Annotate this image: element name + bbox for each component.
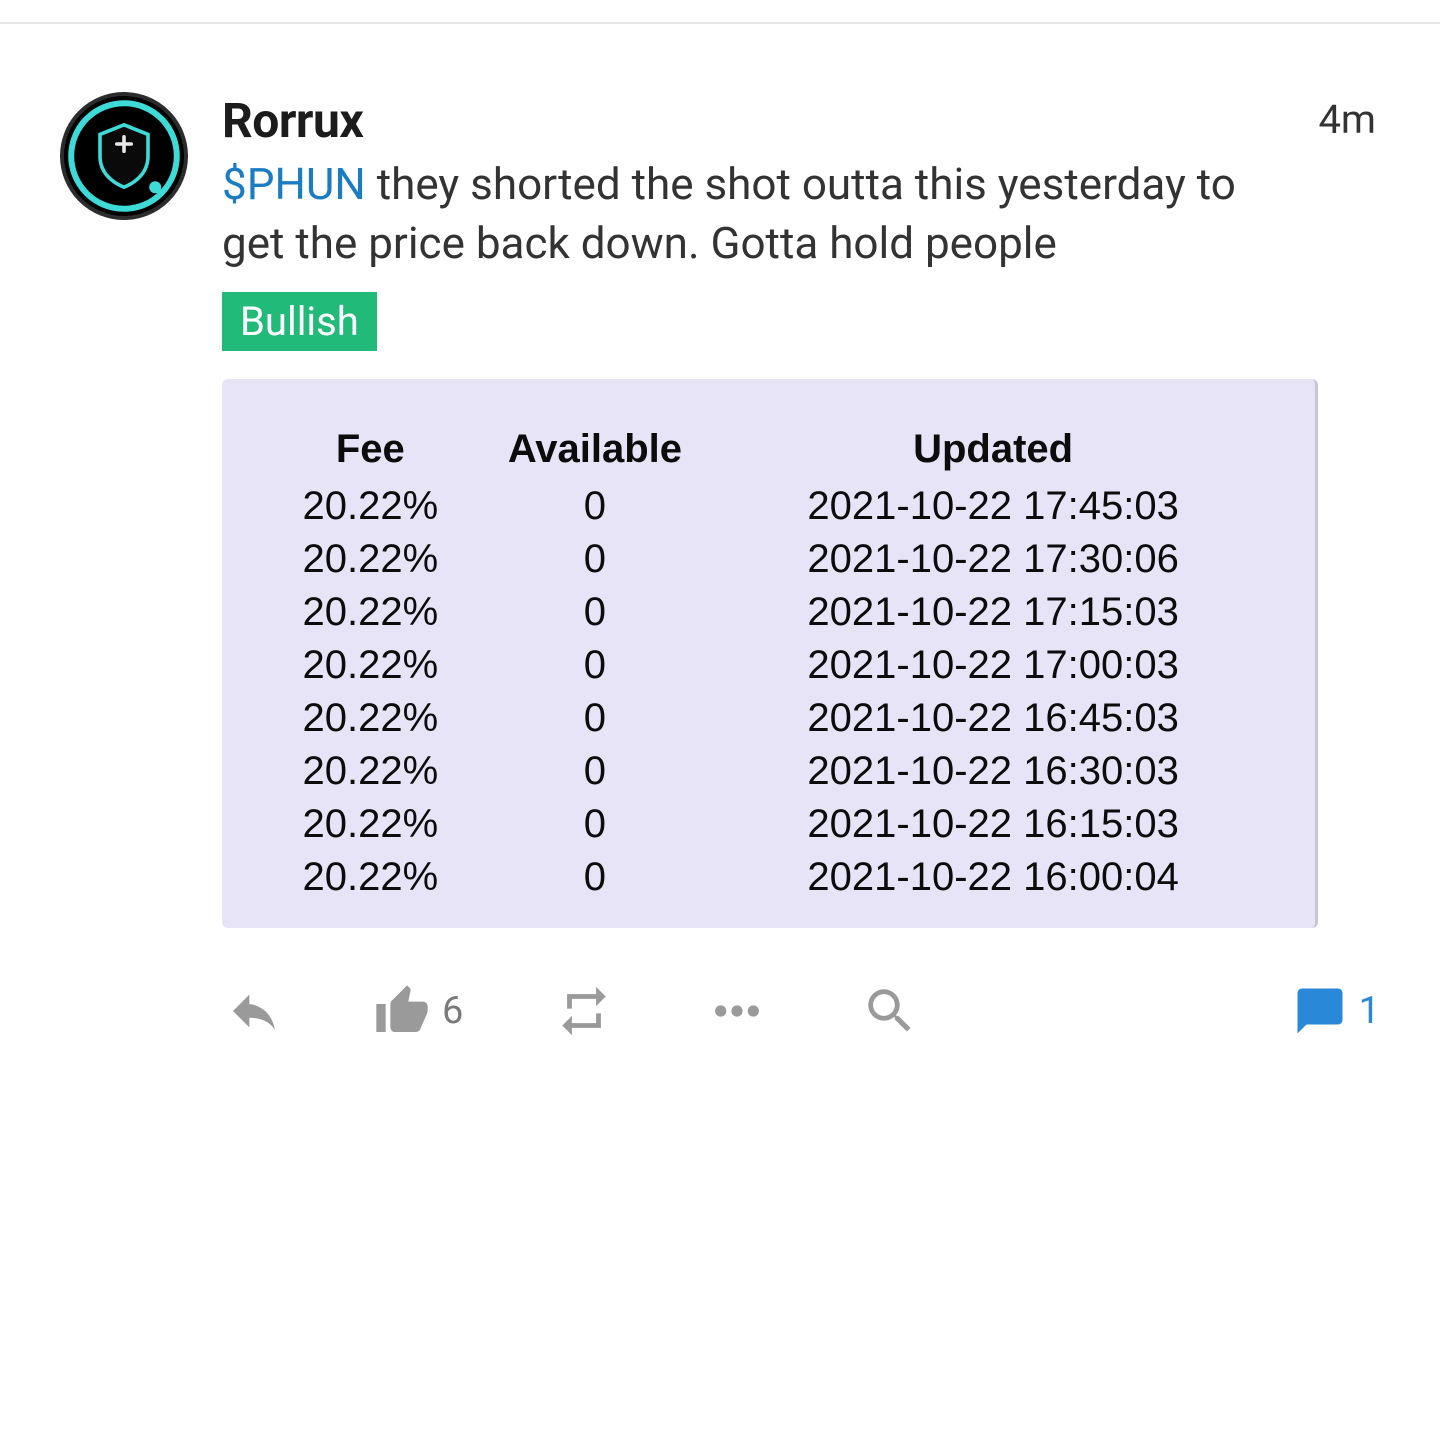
- sentiment-badge: Bullish: [222, 292, 377, 351]
- table-row: 20.22%02021-10-22 16:15:03: [258, 798, 1279, 851]
- post-body: $PHUN they shorted the shot outta this y…: [222, 155, 1242, 274]
- reply-icon: [226, 983, 282, 1039]
- table-row: 20.22%02021-10-22 17:15:03: [258, 586, 1279, 639]
- table-cell: 0: [483, 798, 708, 851]
- more-icon: [705, 983, 769, 1039]
- table-row: 20.22%02021-10-22 17:45:03: [258, 480, 1279, 533]
- data-table-card: Fee Available Updated 20.22%02021-10-22 …: [222, 379, 1318, 928]
- table-cell: 2021-10-22 17:30:06: [707, 533, 1279, 586]
- table-cell: 20.22%: [258, 586, 483, 639]
- table-cell: 0: [483, 586, 708, 639]
- table-cell: 20.22%: [258, 533, 483, 586]
- table-cell: 20.22%: [258, 851, 483, 904]
- post-content: Rorrux 4m $PHUN they shorted the shot ou…: [222, 92, 1380, 1040]
- table-cell: 20.22%: [258, 480, 483, 533]
- data-table: Fee Available Updated 20.22%02021-10-22 …: [258, 427, 1279, 904]
- col-fee: Fee: [258, 427, 483, 480]
- table-cell: 0: [483, 851, 708, 904]
- table-cell: 2021-10-22 17:00:03: [707, 639, 1279, 692]
- like-button[interactable]: 6: [374, 983, 463, 1039]
- comment-icon: [1293, 984, 1347, 1038]
- repost-icon: [555, 982, 613, 1040]
- reply-button[interactable]: [226, 983, 282, 1039]
- search-icon: [861, 982, 919, 1040]
- username[interactable]: Rorrux: [222, 92, 363, 149]
- table-cell: 20.22%: [258, 639, 483, 692]
- table-cell: 0: [483, 533, 708, 586]
- thumbs-up-icon: [374, 983, 430, 1039]
- table-cell: 0: [483, 692, 708, 745]
- table-cell: 20.22%: [258, 745, 483, 798]
- like-count: 6: [442, 989, 463, 1033]
- search-button[interactable]: [861, 982, 919, 1040]
- more-button[interactable]: [705, 983, 769, 1039]
- col-available: Available: [483, 427, 708, 480]
- table-header-row: Fee Available Updated: [258, 427, 1279, 480]
- timestamp: 4m: [1318, 96, 1376, 143]
- table-cell: 2021-10-22 16:45:03: [707, 692, 1279, 745]
- table-cell: 2021-10-22 17:15:03: [707, 586, 1279, 639]
- avatar[interactable]: [60, 92, 188, 220]
- table-cell: 20.22%: [258, 692, 483, 745]
- table-cell: 20.22%: [258, 798, 483, 851]
- table-cell: 2021-10-22 17:45:03: [707, 480, 1279, 533]
- post-body-text: they shorted the shot outta this yesterd…: [222, 158, 1236, 269]
- table-cell: 2021-10-22 16:00:04: [707, 851, 1279, 904]
- repost-button[interactable]: [555, 982, 613, 1040]
- col-updated: Updated: [707, 427, 1279, 480]
- post: Rorrux 4m $PHUN they shorted the shot ou…: [0, 24, 1440, 1080]
- table-cell: 0: [483, 639, 708, 692]
- action-bar: 6: [222, 982, 1380, 1040]
- table-cell: 0: [483, 745, 708, 798]
- table-row: 20.22%02021-10-22 16:45:03: [258, 692, 1279, 745]
- table-row: 20.22%02021-10-22 16:30:03: [258, 745, 1279, 798]
- table-cell: 2021-10-22 16:30:03: [707, 745, 1279, 798]
- table-row: 20.22%02021-10-22 17:30:06: [258, 533, 1279, 586]
- table-row: 20.22%02021-10-22 17:00:03: [258, 639, 1279, 692]
- ticker-link[interactable]: $PHUN: [222, 158, 366, 210]
- table-row: 20.22%02021-10-22 16:00:04: [258, 851, 1279, 904]
- comment-button[interactable]: 1: [1293, 984, 1380, 1038]
- table-cell: 0: [483, 480, 708, 533]
- table-cell: 2021-10-22 16:15:03: [707, 798, 1279, 851]
- comment-count: 1: [1359, 989, 1380, 1033]
